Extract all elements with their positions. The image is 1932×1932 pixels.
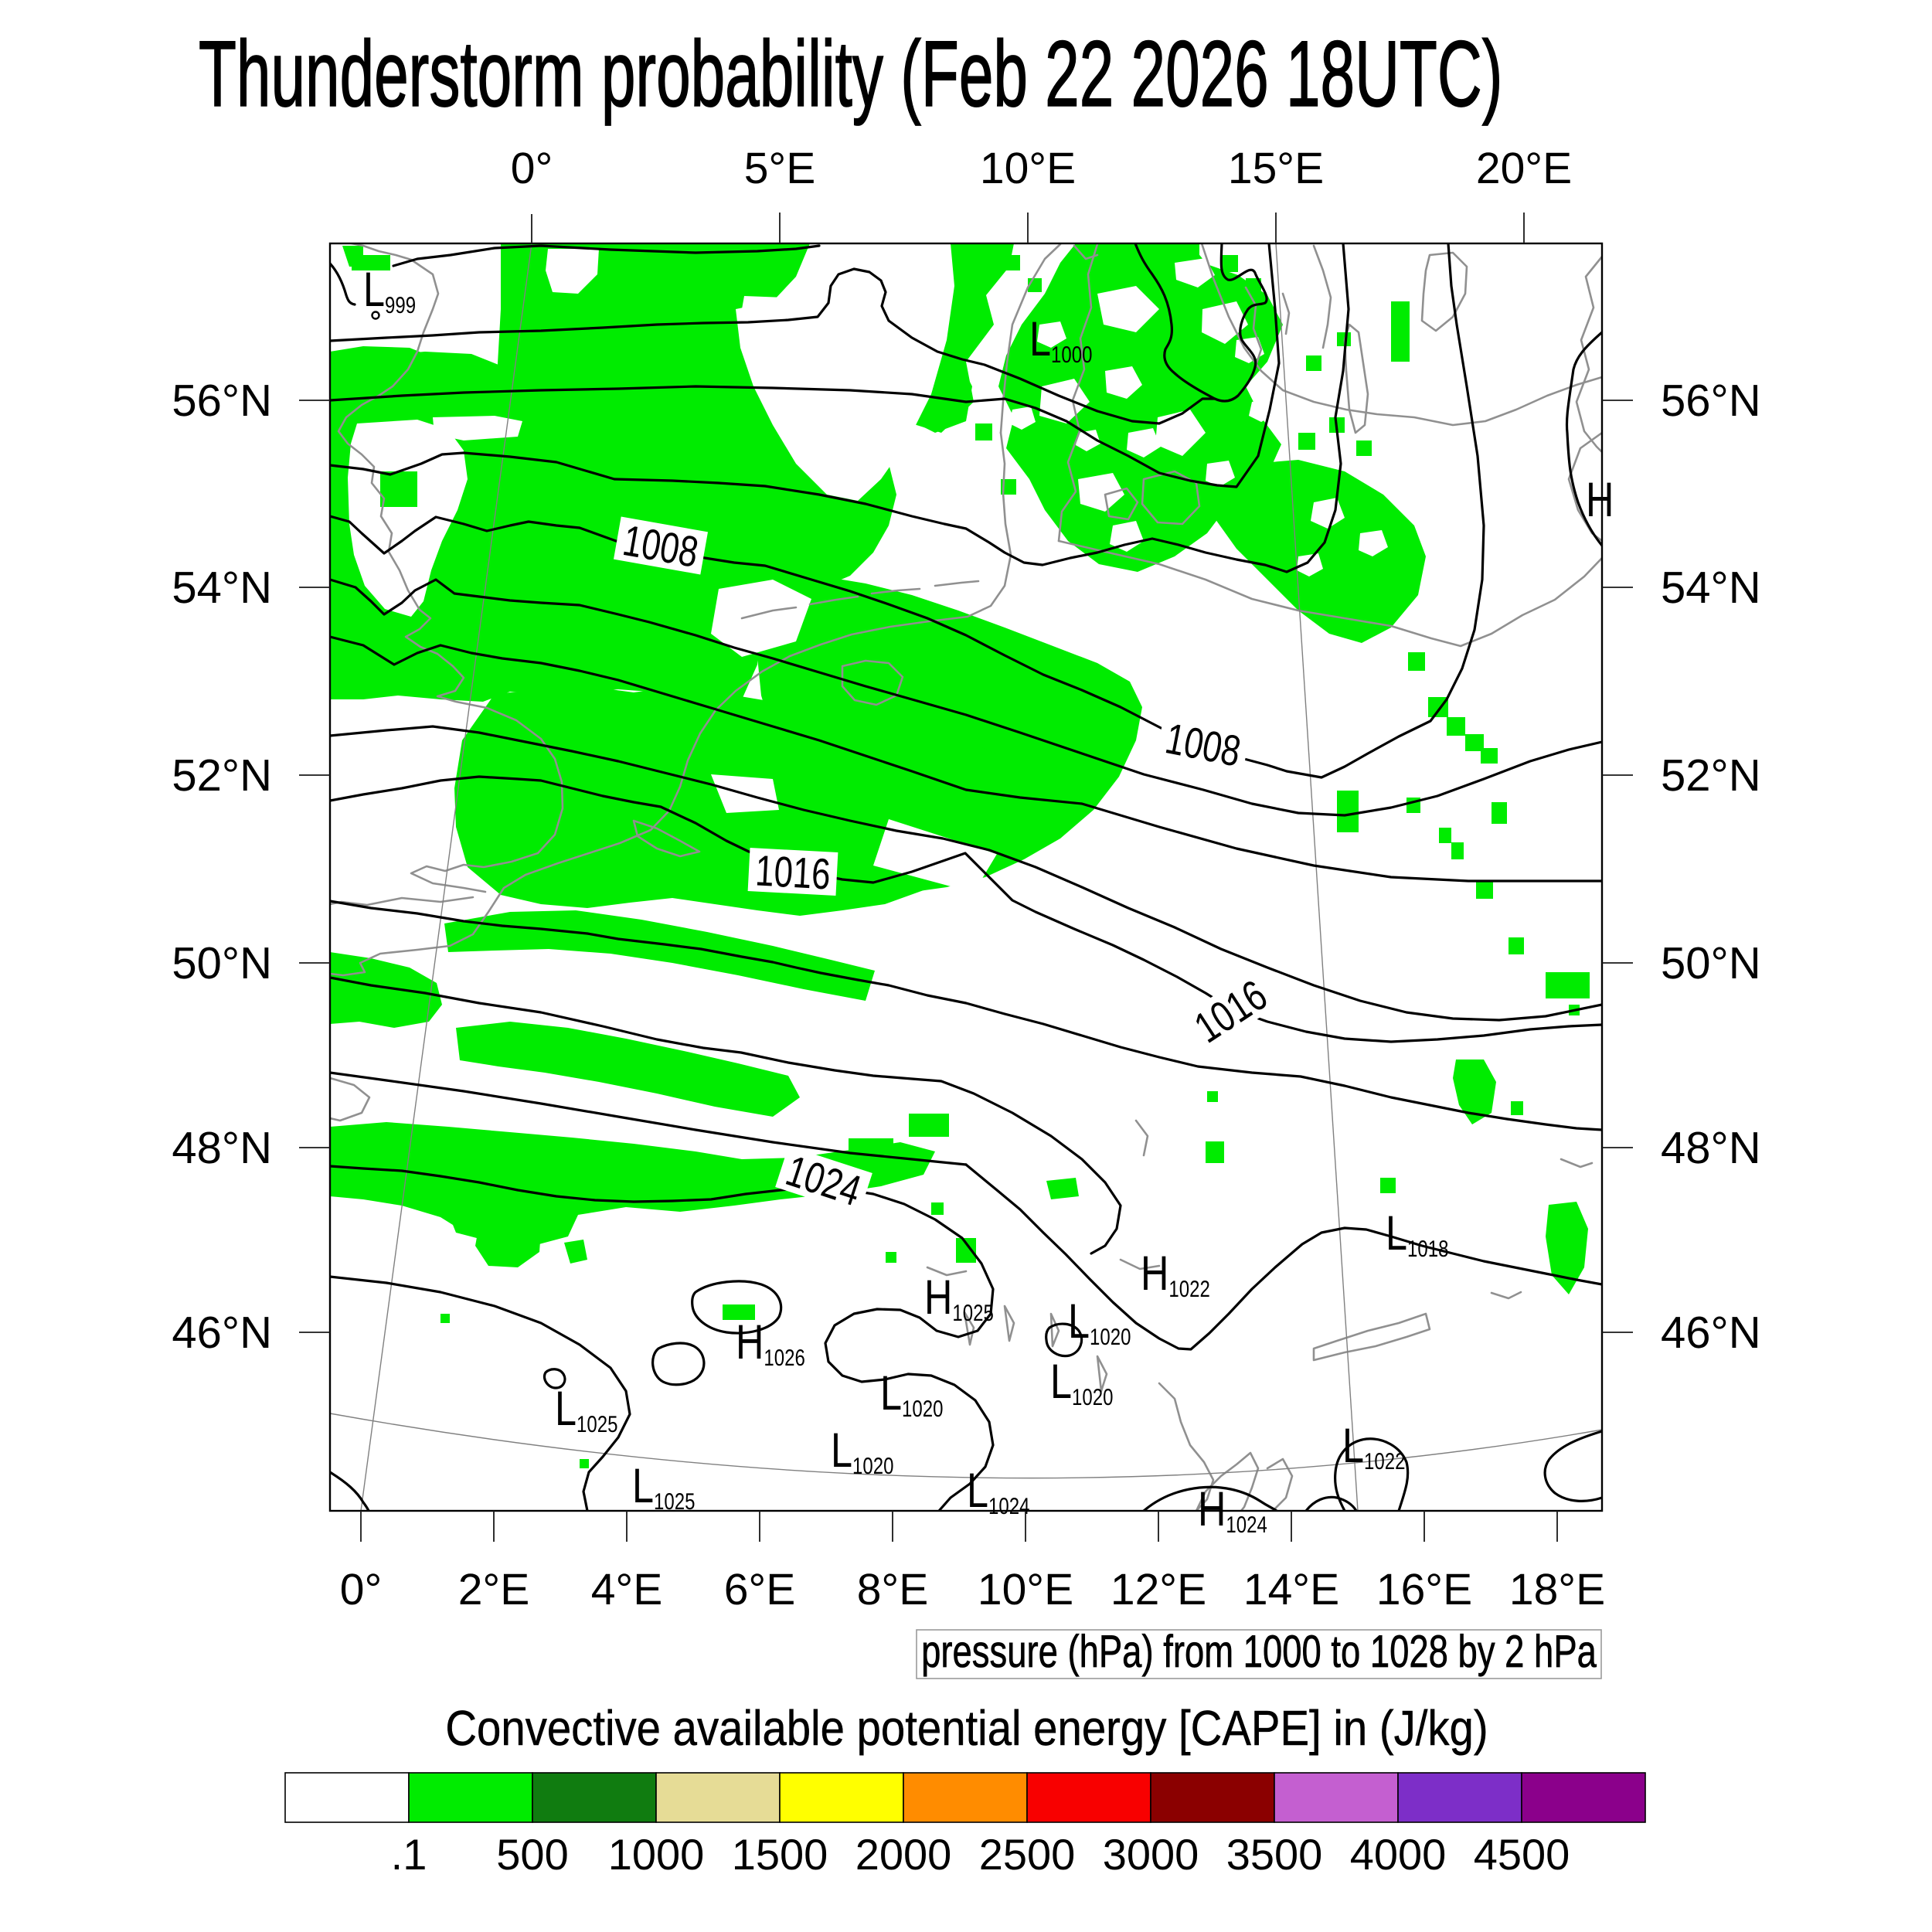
svg-text:2500: 2500 — [979, 1830, 1076, 1879]
svg-text:4000: 4000 — [1350, 1830, 1447, 1879]
svg-text:8°E: 8°E — [857, 1565, 929, 1614]
svg-text:1500: 1500 — [732, 1830, 828, 1879]
svg-text:1008: 1008 — [1162, 713, 1244, 775]
svg-text:Thunderstorm probability (Feb: Thunderstorm probability (Feb 22 2026 18… — [199, 21, 1502, 126]
svg-text:20°E: 20°E — [1476, 144, 1572, 193]
svg-text:4500: 4500 — [1474, 1830, 1570, 1879]
svg-text:3000: 3000 — [1103, 1830, 1199, 1879]
svg-text:0°: 0° — [340, 1565, 383, 1614]
svg-text:2°E: 2°E — [458, 1565, 530, 1614]
svg-text:2000: 2000 — [855, 1830, 952, 1879]
svg-text:10°E: 10°E — [980, 144, 1076, 193]
svg-text:56°N: 56°N — [1661, 376, 1761, 426]
svg-text:L999: L999 — [363, 263, 416, 318]
svg-text:50°N: 50°N — [1661, 938, 1761, 988]
svg-text:48°N: 48°N — [172, 1123, 272, 1173]
svg-text:48°N: 48°N — [1661, 1123, 1761, 1173]
svg-text:0°: 0° — [511, 144, 553, 193]
svg-text:14°E: 14°E — [1243, 1565, 1339, 1614]
svg-text:10°E: 10°E — [978, 1565, 1073, 1614]
svg-text:56°N: 56°N — [172, 376, 272, 426]
svg-text:18°E: 18°E — [1509, 1565, 1605, 1614]
svg-text:Convective available potential: Convective available potential energy [C… — [445, 1700, 1488, 1756]
svg-text:52°N: 52°N — [172, 750, 272, 801]
svg-text:1016: 1016 — [754, 845, 832, 898]
svg-text:.1: .1 — [391, 1830, 427, 1879]
svg-text:5°E: 5°E — [744, 144, 816, 193]
svg-text:L1020: L1020 — [1068, 1294, 1131, 1350]
svg-text:6°E: 6°E — [724, 1565, 796, 1614]
svg-text:54°N: 54°N — [1661, 563, 1761, 613]
svg-text:H: H — [1586, 473, 1614, 527]
svg-text:L1025: L1025 — [632, 1459, 695, 1515]
svg-text:46°N: 46°N — [172, 1308, 272, 1358]
svg-text:H1025: H1025 — [924, 1270, 994, 1326]
svg-text:54°N: 54°N — [172, 563, 272, 613]
svg-text:500: 500 — [496, 1830, 568, 1879]
svg-text:50°N: 50°N — [172, 938, 272, 988]
svg-text:pressure (hPa) from 1000 to 10: pressure (hPa) from 1000 to 1028 by 2 hP… — [921, 1626, 1597, 1677]
svg-text:L1018: L1018 — [1386, 1206, 1448, 1262]
svg-text:16°E: 16°E — [1376, 1565, 1472, 1614]
svg-text:4°E: 4°E — [591, 1565, 663, 1614]
svg-text:1000: 1000 — [608, 1830, 705, 1879]
svg-text:52°N: 52°N — [1661, 750, 1761, 801]
svg-text:H1022: H1022 — [1141, 1247, 1210, 1302]
svg-text:L1025: L1025 — [555, 1382, 617, 1437]
svg-text:15°E: 15°E — [1228, 144, 1324, 193]
svg-text:3500: 3500 — [1226, 1830, 1323, 1879]
svg-text:L1020: L1020 — [831, 1423, 893, 1479]
svg-text:12°E: 12°E — [1111, 1565, 1206, 1614]
svg-text:46°N: 46°N — [1661, 1308, 1761, 1358]
